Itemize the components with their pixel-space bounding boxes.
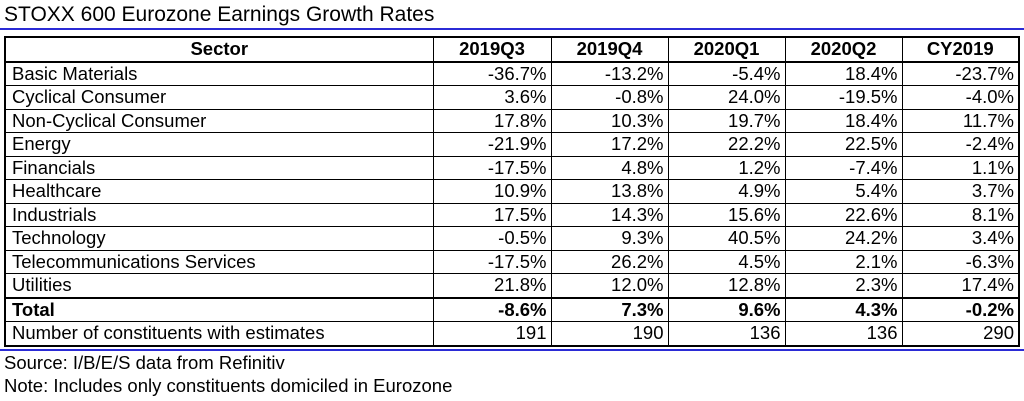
top-rule	[0, 28, 1024, 30]
sector-cell: Financials	[4, 155, 434, 180]
value-cell: 17.4%	[901, 273, 1020, 298]
value-cell: 3.4%	[901, 226, 1020, 251]
value-cell: -0.2%	[901, 296, 1020, 322]
value-cell: -4.0%	[901, 85, 1020, 110]
value-cell: 18.4%	[784, 61, 903, 86]
value-cell: 1.2%	[667, 155, 786, 180]
value-cell: -6.3%	[901, 249, 1020, 274]
value-cell: -21.9%	[432, 132, 552, 157]
value-cell: 7.3%	[550, 296, 669, 322]
value-cell: 24.2%	[784, 226, 903, 251]
table-row: Basic Materials -36.7% -13.2% -5.4% 18.4% -23…	[4, 61, 1020, 86]
header-sector: Sector	[4, 36, 434, 63]
value-cell: 4.5%	[667, 249, 786, 274]
value-cell: 26.2%	[550, 249, 669, 274]
sector-cell: Non-Cyclical Consumer	[4, 108, 434, 133]
table-row: Industrials 17.5% 14.3% 15.6% 22.6% 8.1%	[4, 202, 1020, 227]
value-cell: 3.7%	[901, 179, 1020, 204]
value-cell: 10.9%	[432, 179, 552, 204]
value-cell: 10.3%	[550, 108, 669, 133]
value-cell: -0.8%	[550, 85, 669, 110]
value-cell: -8.6%	[432, 296, 552, 322]
value-cell: 22.5%	[784, 132, 903, 157]
source-note: Source: I/B/E/S data from Refinitiv	[4, 352, 285, 373]
table-row: Utilities 21.8% 12.0% 12.8% 2.3% 17.4%	[4, 273, 1020, 298]
value-cell: 22.2%	[667, 132, 786, 157]
header-2020q2: 2020Q2	[784, 36, 903, 63]
value-cell: 191	[432, 321, 552, 346]
sector-cell: Energy	[4, 132, 434, 157]
table-row: Non-Cyclical Consumer 17.8% 10.3% 19.7% 18.4…	[4, 108, 1020, 133]
table-row: Energy -21.9% 17.2% 22.2% 22.5% -2.4%	[4, 132, 1020, 157]
value-cell: -5.4%	[667, 61, 786, 86]
value-cell: -17.5%	[432, 249, 552, 274]
value-cell: -36.7%	[432, 61, 552, 86]
header-2020q1: 2020Q1	[667, 36, 786, 63]
value-cell: -0.5%	[432, 226, 552, 251]
value-cell: 14.3%	[550, 202, 669, 227]
table-row: Financials -17.5% 4.8% 1.2% -7.4% 1.1%	[4, 155, 1020, 180]
sector-cell: Industrials	[4, 202, 434, 227]
sector-cell: Healthcare	[4, 179, 434, 204]
value-cell: 2.3%	[784, 273, 903, 298]
value-cell: 24.0%	[667, 85, 786, 110]
value-cell: 9.6%	[667, 296, 786, 322]
sector-cell: Utilities	[4, 273, 434, 298]
value-cell: 2.1%	[784, 249, 903, 274]
value-cell: -13.2%	[550, 61, 669, 86]
value-cell: 8.1%	[901, 202, 1020, 227]
bottom-rule	[0, 349, 1024, 351]
value-cell: 5.4%	[784, 179, 903, 204]
value-cell: 11.7%	[901, 108, 1020, 133]
sector-cell: Technology	[4, 226, 434, 251]
sector-cell: Total	[4, 296, 434, 322]
table-row: Technology -0.5% 9.3% 40.5% 24.2% 3.4%	[4, 226, 1020, 251]
value-cell: 12.8%	[667, 273, 786, 298]
value-cell: 17.2%	[550, 132, 669, 157]
value-cell: -19.5%	[784, 85, 903, 110]
table-title: STOXX 600 Eurozone Earnings Growth Rates	[4, 3, 435, 26]
value-cell: 40.5%	[667, 226, 786, 251]
value-cell: 19.7%	[667, 108, 786, 133]
header-2019q4: 2019Q4	[550, 36, 669, 63]
table-row: Healthcare 10.9% 13.8% 4.9% 5.4% 3.7%	[4, 179, 1020, 204]
total-row: Total -8.6% 7.3% 9.6% 4.3% -0.2%	[4, 296, 1020, 322]
value-cell: 9.3%	[550, 226, 669, 251]
value-cell: 12.0%	[550, 273, 669, 298]
value-cell: -23.7%	[901, 61, 1020, 86]
value-cell: 136	[667, 321, 786, 346]
table-row: Cyclical Consumer 3.6% -0.8% 24.0% -19.5% -4.…	[4, 85, 1020, 110]
value-cell: 290	[901, 321, 1020, 346]
sector-cell: Number of constituents with estimates	[4, 321, 434, 346]
value-cell: -17.5%	[432, 155, 552, 180]
domicile-note: Note: Includes only constituents domicil…	[4, 375, 453, 396]
header-2019q3: 2019Q3	[432, 36, 552, 63]
value-cell: 136	[784, 321, 903, 346]
value-cell: 17.5%	[432, 202, 552, 227]
sector-cell: Basic Materials	[4, 61, 434, 86]
value-cell: 4.9%	[667, 179, 786, 204]
value-cell: 4.8%	[550, 155, 669, 180]
value-cell: 21.8%	[432, 273, 552, 298]
value-cell: 3.6%	[432, 85, 552, 110]
value-cell: 190	[550, 321, 669, 346]
header-row: Sector 2019Q3 2019Q4 2020Q1 2020Q2 CY201…	[4, 36, 1020, 63]
value-cell: 13.8%	[550, 179, 669, 204]
table-row: Telecommunications Services -17.5% 26.2% 4.…	[4, 249, 1020, 274]
header-cy2019: CY2019	[901, 36, 1020, 63]
value-cell: 18.4%	[784, 108, 903, 133]
value-cell: 22.6%	[784, 202, 903, 227]
value-cell: -7.4%	[784, 155, 903, 180]
earnings-growth-table: Sector 2019Q3 2019Q4 2020Q1 2020Q2 CY201…	[4, 36, 1020, 347]
value-cell: 15.6%	[667, 202, 786, 227]
value-cell: -2.4%	[901, 132, 1020, 157]
constituents-row: Number of constituents with estimates 191…	[4, 321, 1020, 346]
value-cell: 4.3%	[784, 296, 903, 322]
value-cell: 1.1%	[901, 155, 1020, 180]
sector-cell: Cyclical Consumer	[4, 85, 434, 110]
sector-cell: Telecommunications Services	[4, 249, 434, 274]
value-cell: 17.8%	[432, 108, 552, 133]
